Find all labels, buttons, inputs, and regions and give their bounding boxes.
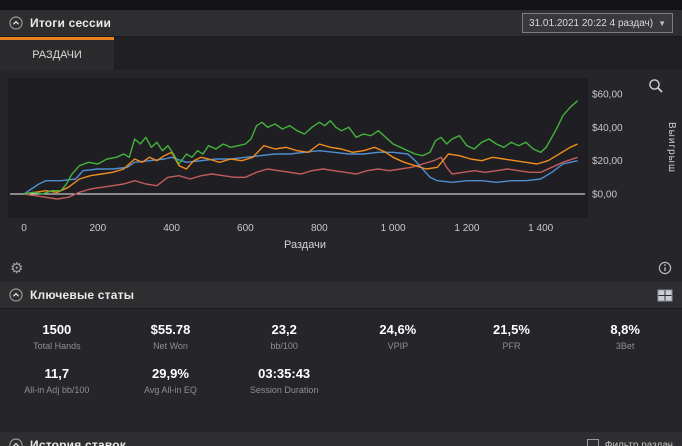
stat-pfr: 21,5% PFR	[455, 322, 569, 351]
bottom-section-title: История ставок	[30, 438, 126, 446]
info-icon[interactable]	[658, 261, 672, 275]
hands-filter-checkbox[interactable]	[586, 439, 599, 446]
stat-value: 11,7	[44, 366, 70, 381]
chart-panel-footer: ⚙	[0, 254, 682, 282]
svg-text:400: 400	[163, 223, 180, 234]
svg-text:200: 200	[89, 223, 106, 234]
svg-text:$0,00: $0,00	[592, 190, 617, 201]
gear-icon[interactable]: ⚙	[10, 259, 24, 277]
svg-text:$40,00: $40,00	[592, 123, 623, 134]
chart-area: 0 200 400 600 800 1 000 1 200 1 400 $0,00 $20,00 $…	[0, 76, 682, 238]
session-results-title: Итоги сессии	[30, 16, 112, 30]
stats-row-1: 1500 Total Hands $55.78 Net Won 23,2 bb/…	[0, 322, 682, 351]
stat-value: 1500	[42, 322, 72, 337]
chart-x-axis-label: Раздачи	[284, 239, 326, 251]
svg-text:800: 800	[311, 223, 328, 234]
stat-label: PFR	[502, 341, 521, 351]
stat-3bet: 8,8% 3Bet	[568, 322, 682, 351]
stat-value: 21,5%	[493, 322, 530, 337]
stat-allin-adj: 11,7 All-in Adj bb/100	[0, 366, 114, 395]
svg-text:600: 600	[237, 223, 254, 234]
stat-label: Avg All-in EQ	[144, 385, 197, 395]
key-stats-header: Ключевые статы	[0, 282, 682, 309]
collapse-chevron-icon[interactable]	[9, 16, 23, 30]
stat-value: 23,2	[271, 322, 297, 337]
session-select-value: 31.01.2021 20:22 4 раздач)	[529, 17, 654, 29]
chevron-down-icon: ▼	[658, 18, 666, 28]
bottom-section-header: История ставок Фильтр раздач	[0, 432, 682, 446]
svg-text:1 200: 1 200	[454, 223, 479, 234]
stat-label: VPIP	[387, 341, 409, 351]
stats-row-2: 11,7 All-in Adj bb/100 29,9% Avg All-in …	[0, 366, 682, 395]
key-stats-panel: 1500 Total Hands $55.78 Net Won 23,2 bb/…	[0, 309, 682, 432]
grid-view-icon[interactable]	[657, 289, 673, 302]
stat-label: 3Bet	[615, 341, 635, 351]
chart-y-axis-label: Выигрыш	[666, 122, 677, 173]
key-stats-title: Ключевые статы	[30, 288, 135, 302]
svg-text:1 400: 1 400	[528, 223, 553, 234]
collapse-chevron-icon[interactable]	[9, 438, 23, 446]
stat-value: $55.78	[150, 322, 191, 337]
session-select-dropdown[interactable]: 31.01.2021 20:22 4 раздач) ▼	[522, 13, 673, 33]
stat-label: Net Won	[153, 341, 188, 351]
svg-text:$20,00: $20,00	[592, 156, 623, 167]
stat-value: 03:35:43	[258, 366, 311, 381]
zoom-icon[interactable]	[648, 78, 664, 99]
stat-session-duration: 03:35:43 Session Duration	[227, 366, 341, 395]
collapse-chevron-icon[interactable]	[9, 288, 23, 302]
tab-hands[interactable]: РАЗДАЧИ	[0, 37, 114, 70]
session-results-header: Итоги сессии 31.01.2021 20:22 4 раздач) …	[0, 10, 682, 37]
stat-label: Total Hands	[33, 341, 81, 351]
stat-label: Session Duration	[249, 385, 319, 395]
svg-text:1 000: 1 000	[381, 223, 406, 234]
svg-text:$60,00: $60,00	[592, 90, 623, 101]
tabstrip: РАЗДАЧИ	[0, 37, 682, 70]
stat-value: 24,6%	[379, 322, 417, 337]
stat-value: 29,9%	[152, 366, 189, 381]
stat-net-won: $55.78 Net Won	[114, 322, 228, 351]
tab-hands-label: РАЗДАЧИ	[32, 49, 82, 61]
chart-panel: 0 200 400 600 800 1 000 1 200 1 400 $0,00 $20,00 $…	[0, 70, 682, 282]
stat-avg-allin-eq: 29,9% Avg All-in EQ	[114, 366, 228, 395]
hands-filter-toggle[interactable]: Фильтр раздач	[586, 439, 673, 446]
stat-label: bb/100	[270, 341, 298, 351]
svg-text:0: 0	[21, 223, 27, 234]
stat-label: All-in Adj bb/100	[24, 385, 90, 395]
stat-bb100: 23,2 bb/100	[227, 322, 341, 351]
stat-total-hands: 1500 Total Hands	[0, 322, 114, 351]
session-chart-svg[interactable]: 0 200 400 600 800 1 000 1 200 1 400 $0,00 $20,00 $…	[0, 76, 660, 238]
stat-value: 8,8%	[610, 322, 640, 337]
stat-vpip: 24,6% VPIP	[341, 322, 455, 351]
top-strip	[0, 0, 682, 10]
hands-filter-label: Фильтр раздач	[604, 439, 673, 446]
